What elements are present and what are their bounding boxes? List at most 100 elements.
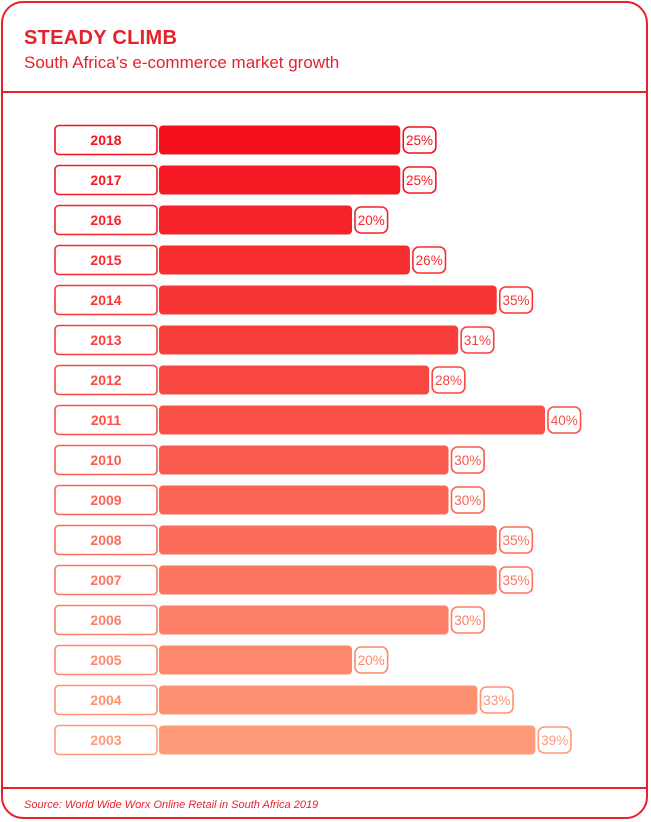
- year-label-box: [54, 364, 158, 396]
- bar-row: 2010 30%: [54, 444, 485, 476]
- year-label-box: [54, 724, 158, 756]
- bar-row: 2012 28%: [54, 364, 466, 396]
- bar: [159, 205, 352, 235]
- bar-row: 2015 26%: [54, 244, 447, 276]
- year-label-box: [54, 284, 158, 316]
- value-label: 31%: [464, 333, 491, 348]
- year-label-box: [54, 164, 158, 196]
- year-label: 2016: [90, 212, 121, 228]
- footer-divider: [3, 787, 646, 789]
- value-label: 20%: [358, 653, 385, 668]
- value-label-box: [498, 526, 534, 554]
- bar: [159, 565, 497, 595]
- bar: [159, 405, 545, 435]
- bar: [159, 605, 449, 635]
- bar: [159, 285, 497, 315]
- year-label-box: [54, 204, 158, 236]
- year-label: 2010: [90, 452, 121, 468]
- year-label: 2017: [90, 172, 121, 188]
- bar: [159, 685, 478, 715]
- chart-subtitle: South Africa’s e-commerce market growth: [24, 53, 340, 72]
- value-label-box: [354, 646, 389, 674]
- bar-row: 2006 30%: [54, 604, 485, 636]
- value-label-box: [479, 686, 514, 714]
- value-label: 30%: [454, 613, 481, 628]
- source-note: Source: World Wide Worx Online Retail in…: [24, 799, 319, 811]
- value-label-box: [547, 406, 582, 434]
- value-label-box: [431, 366, 466, 394]
- value-label: 39%: [541, 733, 568, 748]
- value-label: 33%: [483, 693, 510, 708]
- value-label-box: [498, 286, 534, 314]
- header-divider: [3, 91, 646, 93]
- year-label: 2012: [90, 372, 121, 388]
- bar: [159, 445, 449, 475]
- value-label-box: [402, 126, 437, 154]
- year-label: 2013: [90, 332, 121, 348]
- value-label: 25%: [406, 173, 433, 188]
- bar-row: 2009 30%: [54, 484, 485, 516]
- bar-row: 2017 25%: [54, 164, 437, 196]
- year-label-box: [54, 124, 158, 156]
- value-label-box: [450, 446, 485, 474]
- bar-row: 2018 25%: [54, 124, 437, 156]
- year-label-box: [54, 444, 158, 476]
- value-label: 28%: [435, 373, 462, 388]
- value-label-box: [402, 166, 437, 194]
- bar: [159, 725, 536, 755]
- year-label: 2008: [90, 532, 121, 548]
- value-label: 30%: [454, 453, 481, 468]
- year-label: 2018: [90, 132, 121, 148]
- year-label-box: [54, 404, 158, 436]
- bar-row: 2013 31%: [54, 324, 495, 356]
- bar: [159, 165, 401, 195]
- value-label: 35%: [503, 533, 530, 548]
- year-label: 2006: [90, 612, 121, 628]
- year-label: 2003: [90, 732, 121, 748]
- year-label-box: [54, 244, 158, 276]
- year-label: 2011: [91, 412, 122, 428]
- value-label: 30%: [454, 493, 481, 508]
- value-label: 25%: [406, 133, 433, 148]
- value-label-box: [460, 326, 495, 354]
- value-label: 35%: [503, 293, 530, 308]
- year-label-box: [54, 484, 158, 516]
- year-label: 2007: [90, 572, 121, 588]
- value-label: 40%: [551, 413, 578, 428]
- bar: [159, 325, 459, 355]
- bar-row: 2014 35%: [54, 284, 534, 316]
- bar: [159, 645, 352, 675]
- bar-row: 2005 20%: [54, 644, 389, 676]
- value-label: 20%: [358, 213, 385, 228]
- year-label: 2004: [90, 692, 121, 708]
- bar: [159, 125, 401, 155]
- year-label: 2015: [90, 252, 121, 268]
- bar: [159, 365, 430, 395]
- bar-row: 2004 33%: [54, 684, 514, 716]
- bar-row: 2003 39%: [54, 724, 572, 756]
- year-label: 2005: [90, 652, 121, 668]
- year-label-box: [54, 644, 158, 676]
- value-label-box: [450, 486, 485, 514]
- chart-title: STEADY CLIMB: [24, 27, 178, 49]
- year-label-box: [54, 604, 158, 636]
- year-label: 2009: [90, 492, 121, 508]
- year-label-box: [54, 684, 158, 716]
- value-label-box: [354, 206, 389, 234]
- value-label-box: [498, 566, 534, 594]
- bar: [159, 245, 410, 275]
- year-label: 2014: [90, 292, 121, 308]
- value-label-box: [412, 246, 447, 274]
- year-label-box: [54, 324, 158, 356]
- value-label: 26%: [416, 253, 443, 268]
- year-label-box: [54, 524, 158, 556]
- bar-row: 2011 40%: [54, 404, 582, 436]
- bar-row: 2016 20%: [54, 204, 389, 236]
- value-label-box: [537, 726, 572, 754]
- year-label-box: [54, 564, 158, 596]
- bar-row: 2007 35%: [54, 564, 534, 596]
- value-label: 35%: [503, 573, 530, 588]
- value-label-box: [450, 606, 485, 634]
- bar-row: 2008 35%: [54, 524, 534, 556]
